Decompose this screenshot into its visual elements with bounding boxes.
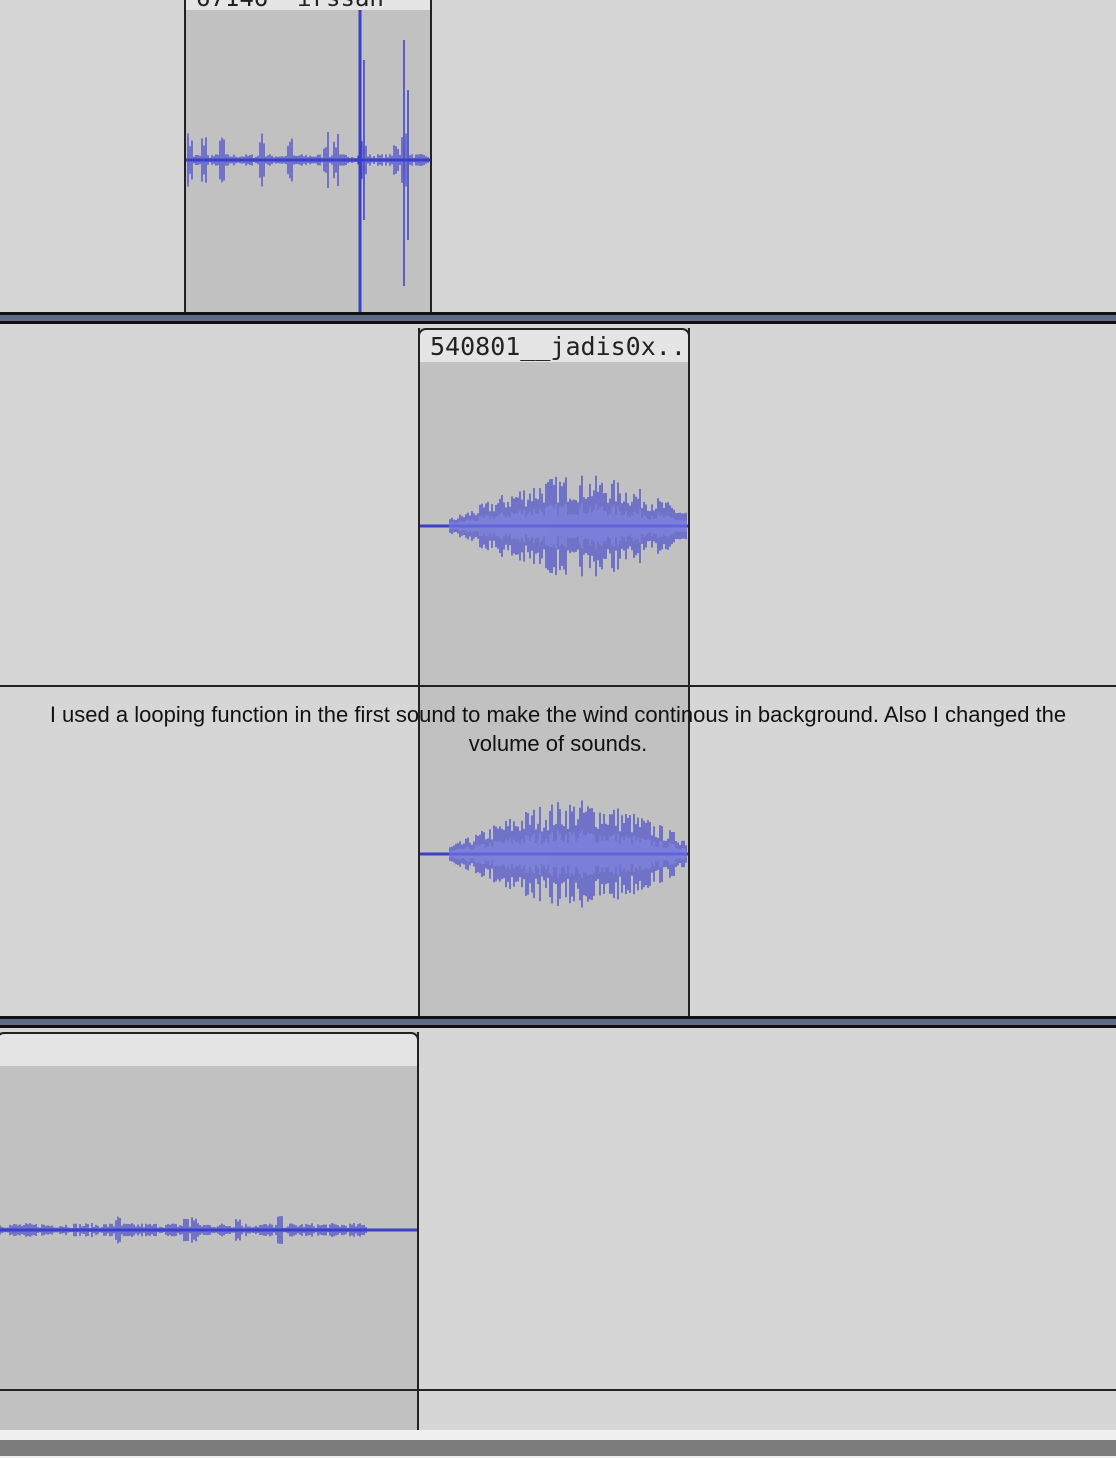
clip-2-waveform-right [420, 800, 688, 908]
audio-clip-3[interactable] [0, 1032, 419, 1430]
clip-1-waveform [186, 10, 430, 314]
clip-2-header[interactable]: 540801__jadis0x... [418, 328, 690, 362]
caption-line-2: volume of sounds. [468, 731, 648, 756]
caption-line-1: I used a looping function in the first s… [49, 702, 1067, 727]
clip-2-title: 540801__jadis0x... [430, 332, 690, 361]
caption-text: I used a looping function in the first s… [0, 700, 1116, 758]
clip-3-header[interactable] [0, 1032, 419, 1066]
channel-separator-3 [0, 1389, 1116, 1391]
horizontal-scrollbar[interactable] [0, 1430, 1116, 1458]
audio-clip-2[interactable]: 540801__jadis0x... [418, 328, 690, 1018]
clip-1-title: 67146__irssan [196, 0, 384, 10]
horizontal-scrollbar-thumb[interactable] [0, 1440, 1116, 1456]
clip-3-waveform [0, 1216, 417, 1244]
track-divider-1[interactable] [0, 312, 1116, 324]
clip-1-header[interactable]: 67146__irssan [184, 0, 432, 10]
channel-separator-2 [0, 685, 1116, 687]
track-1[interactable]: 67146__irssan [0, 0, 1116, 314]
track-2[interactable]: 540801__jadis0x... [0, 324, 1116, 1018]
audio-clip-1[interactable]: 67146__irssan [184, 0, 432, 314]
track-divider-2[interactable] [0, 1016, 1116, 1028]
track-3[interactable] [0, 1028, 1116, 1430]
clip-2-waveform-left [420, 475, 688, 577]
